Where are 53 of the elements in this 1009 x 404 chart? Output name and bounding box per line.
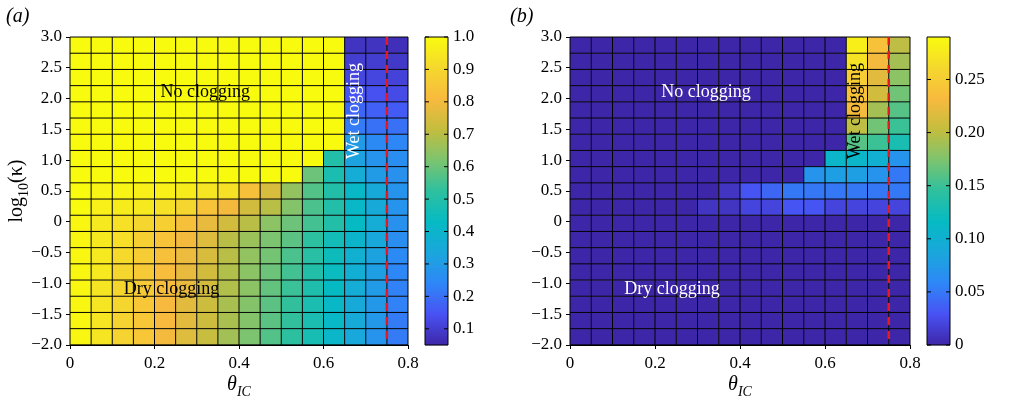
color-bar-label: 1.0 [453, 26, 475, 46]
y-tick-label: −1.5 [531, 303, 562, 323]
y-axis-title: log10(κ) [4, 159, 31, 223]
y-tick-label: 2.0 [540, 88, 562, 108]
color-bar-label: 0.3 [453, 253, 475, 273]
y-tick-label: 3.0 [40, 26, 62, 46]
x-tick-label: 0.6 [814, 352, 836, 372]
color-bar-label: 0.20 [955, 122, 985, 142]
annotation: Wet clogging [342, 62, 363, 159]
y-tick-label: 1.0 [40, 149, 62, 169]
chart-title: (b) [510, 4, 534, 27]
color-bar-label: 0.5 [453, 188, 475, 208]
y-tick-label: 0.5 [540, 180, 562, 200]
y-tick-label: −2.0 [531, 334, 562, 354]
y-tick-label: 1.5 [540, 118, 562, 138]
y-tick-label: 2.0 [40, 88, 62, 108]
x-tick-label: 0 [65, 352, 75, 372]
y-tick-label: −0.5 [31, 242, 62, 262]
y-tick-label: 3.0 [540, 26, 562, 46]
y-tick-label: −1.0 [531, 272, 562, 292]
y-tick-label: 2.5 [540, 57, 562, 77]
color-bar-label: 0.4 [453, 221, 475, 240]
y-tick-label: 1.0 [540, 149, 562, 169]
y-tick-label: −1.0 [31, 272, 62, 292]
color-bar-label: 0.7 [453, 123, 475, 143]
y-tick-label: −2.0 [31, 334, 62, 354]
y-tick-label: −0.5 [531, 242, 562, 262]
x-tick-label: 0.4 [228, 352, 251, 372]
x-tick-label: 0.8 [899, 352, 921, 372]
x-tick-label: 0.4 [729, 352, 752, 372]
y-tick-label: 0.5 [40, 180, 62, 200]
annotation: Wet clogging [844, 62, 865, 159]
color-bar-label: 0.05 [955, 281, 985, 301]
x-tick-label: 0.2 [143, 352, 166, 372]
x-tick-label: 0 [565, 352, 575, 372]
color-bar-label: 0.6 [453, 156, 475, 176]
color-bar-label: 0.10 [955, 228, 985, 248]
x-tick-label: 0.8 [397, 352, 419, 372]
x-tick-label: 0.6 [312, 352, 335, 372]
y-tick-label: 0 [553, 211, 562, 231]
chart-title: (a) [6, 4, 30, 27]
color-bar-label: 0.9 [453, 58, 475, 78]
y-tick-label: −1.5 [31, 303, 62, 323]
color-bar-label: 0.2 [453, 285, 475, 305]
x-tick-label: 0.2 [644, 352, 666, 372]
y-tick-label: 1.5 [40, 118, 62, 138]
y-tick-label: 0 [53, 211, 62, 231]
color-bar-label: 0.1 [453, 318, 475, 338]
color-bar-label: 0.8 [453, 91, 475, 111]
color-bar-label: 0.15 [955, 175, 985, 195]
color-bar-label: 0.25 [955, 68, 985, 88]
color-bar-label: 0 [955, 334, 964, 354]
y-tick-label: 2.5 [40, 57, 62, 77]
